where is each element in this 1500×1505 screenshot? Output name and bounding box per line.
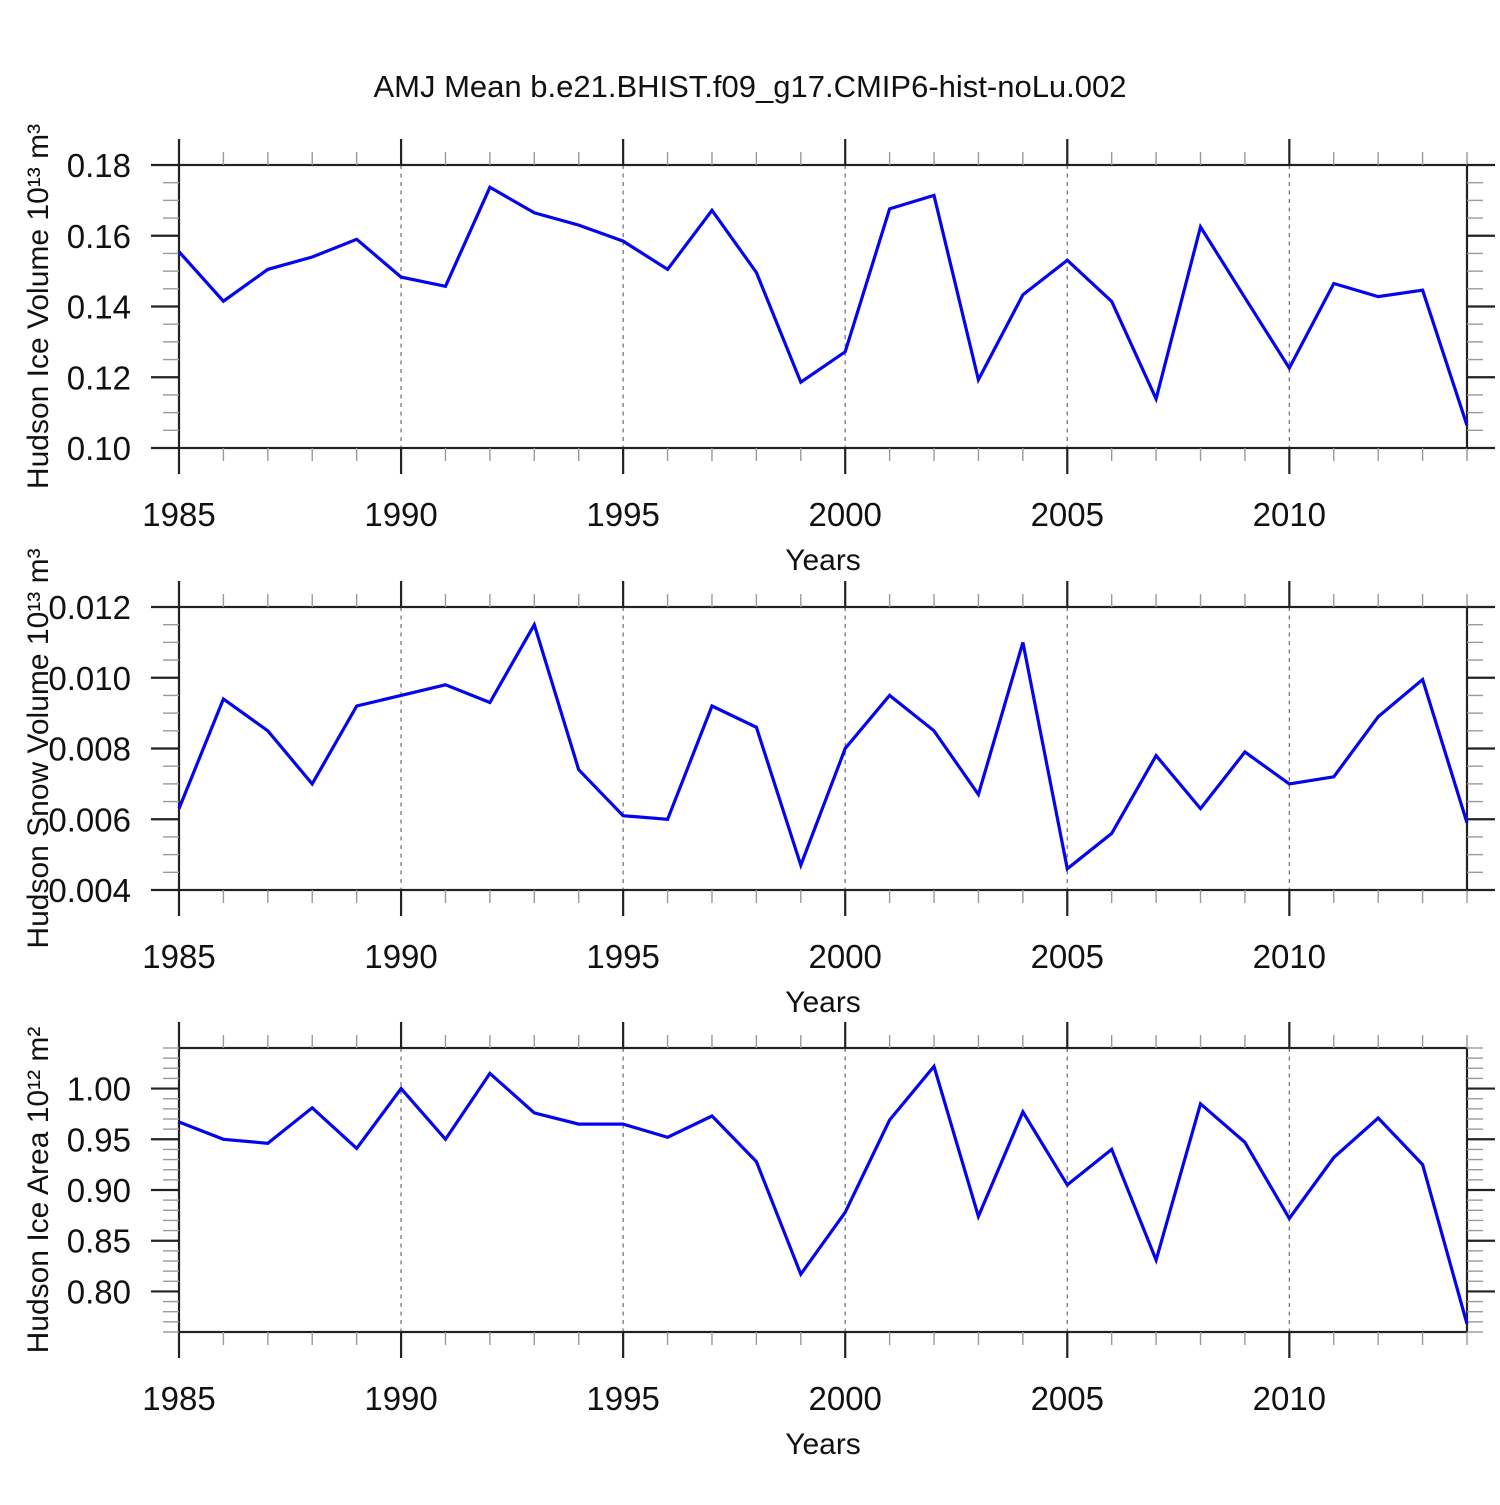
x-major-ticks bbox=[177, 581, 1291, 916]
y-tick-label: 0.16 bbox=[67, 218, 131, 255]
panel-top: 0.10 0.12 0.14 0.16 0.18 1985 1990 1995 2000 2005… bbox=[22, 124, 1495, 577]
y-tick-label: 0.010 bbox=[48, 660, 131, 697]
x-minor-ticks bbox=[222, 1035, 1468, 1345]
x-tick-label: 1995 bbox=[586, 1380, 659, 1417]
x-tick-label: 1990 bbox=[364, 1380, 437, 1417]
x-tick-label: 1990 bbox=[364, 496, 437, 533]
x-tick-label: 2005 bbox=[1031, 1380, 1104, 1417]
x-tick-label: 2005 bbox=[1031, 938, 1104, 975]
panel-middle: 0.004 0.006 0.008 0.010 0.012 1985 1990 1995 200… bbox=[22, 548, 1495, 1019]
data-line bbox=[177, 185, 1469, 426]
x-tick-label: 1990 bbox=[364, 938, 437, 975]
y-tick-label: 0.80 bbox=[67, 1273, 131, 1310]
y-tick-label: 0.004 bbox=[48, 872, 131, 909]
y-tick-label: 1.00 bbox=[67, 1071, 131, 1108]
x-tick-label: 1985 bbox=[142, 938, 215, 975]
x-axis-title: Years bbox=[785, 544, 861, 577]
y-axis-title: Hudson Snow Volume 10¹³ m³ bbox=[22, 548, 55, 948]
x-tick-label: 1985 bbox=[142, 496, 215, 533]
y-tick-label: 0.10 bbox=[67, 430, 131, 467]
y-tick-label: 0.006 bbox=[48, 801, 131, 838]
x-minor-ticks bbox=[222, 594, 1468, 903]
data-line bbox=[177, 620, 1469, 872]
plot-frame bbox=[177, 605, 1469, 892]
y-axis-title: Hudson Ice Area 10¹² m² bbox=[22, 1027, 55, 1354]
x-major-ticks bbox=[177, 139, 1291, 474]
x-tick-label: 1985 bbox=[142, 1380, 215, 1417]
x-minor-ticks bbox=[222, 152, 1468, 461]
y-minor-ticks bbox=[163, 181, 1483, 432]
x-tick-label: 2000 bbox=[808, 938, 881, 975]
panel-bottom: 0.80 0.85 0.90 0.95 1.00 1985 1990 1995 2000 2005… bbox=[22, 1022, 1495, 1461]
y-minor-ticks bbox=[163, 1047, 1483, 1333]
x-tick-label: 1995 bbox=[586, 496, 659, 533]
y-tick-label: 0.85 bbox=[67, 1223, 131, 1260]
gridlines bbox=[400, 165, 1291, 448]
x-axis-title: Years bbox=[785, 986, 861, 1019]
y-axis-title: Hudson Ice Volume 10¹³ m³ bbox=[22, 124, 55, 489]
plot-frame bbox=[177, 163, 1469, 450]
y-major-ticks bbox=[151, 163, 1495, 450]
y-minor-ticks bbox=[163, 623, 1483, 874]
x-tick-label: 2010 bbox=[1253, 496, 1326, 533]
y-major-ticks bbox=[151, 1087, 1495, 1293]
x-tick-label: 2005 bbox=[1031, 496, 1104, 533]
x-tick-label: 2000 bbox=[808, 496, 881, 533]
figure-title: AMJ Mean b.e21.BHIST.f09_g17.CMIP6-hist-… bbox=[373, 69, 1126, 104]
x-tick-label: 2010 bbox=[1253, 1380, 1326, 1417]
data-line bbox=[178, 1062, 1469, 1325]
y-tick-label: 0.12 bbox=[67, 359, 131, 396]
x-tick-label: 2000 bbox=[808, 1380, 881, 1417]
x-major-ticks bbox=[177, 1022, 1291, 1358]
y-tick-label: 0.008 bbox=[48, 731, 131, 768]
x-tick-label: 2010 bbox=[1253, 938, 1326, 975]
gridlines bbox=[400, 1048, 1291, 1332]
y-tick-label: 0.95 bbox=[67, 1121, 131, 1158]
y-tick-label: 0.18 bbox=[67, 147, 131, 184]
y-major-ticks bbox=[151, 605, 1495, 892]
y-tick-label: 0.012 bbox=[48, 589, 131, 626]
x-axis-title: Years bbox=[785, 1428, 861, 1461]
y-tick-label: 0.14 bbox=[67, 289, 131, 326]
y-tick-label: 0.90 bbox=[67, 1172, 131, 1209]
x-tick-label: 1995 bbox=[586, 938, 659, 975]
